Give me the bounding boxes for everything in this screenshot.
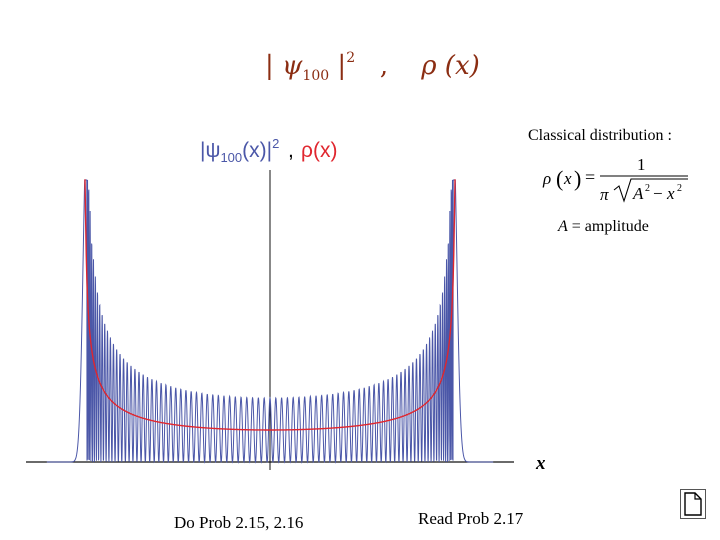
legend-psi-part: |ψ xyxy=(200,139,220,162)
amplitude-symbol: A xyxy=(558,218,568,235)
psi-squared-series xyxy=(46,179,494,464)
formula-equals: = xyxy=(585,167,595,187)
formula-minus: − xyxy=(653,184,663,203)
amplitude-note: A = amplitude xyxy=(558,218,649,236)
classical-rho-series xyxy=(84,179,456,431)
legend-psi-sup: 2 xyxy=(272,136,279,151)
title-psi-subscript: 100 xyxy=(302,68,330,84)
legend-psi-mid: (x)| xyxy=(242,139,272,162)
legend-psi: |ψ100(x)|2 xyxy=(200,136,279,165)
formula: ρ ( x ) = 1 π A 2 − x 2 xyxy=(542,155,688,204)
formula-x: x xyxy=(563,169,572,188)
document-icon[interactable] xyxy=(680,489,706,519)
title-bar-right: | xyxy=(337,51,347,81)
classical-distribution-label: Classical distribution : xyxy=(528,127,672,144)
reading-assignment: Read Prob 2.17 xyxy=(418,509,524,528)
amplitude-text: = amplitude xyxy=(567,218,649,235)
chart-legend: |ψ100(x)|2 , ρ(x) xyxy=(200,136,337,165)
document-icon-graphic xyxy=(680,489,706,519)
x-axis-label: x xyxy=(535,453,546,474)
formula-xvar: x xyxy=(666,184,675,203)
formula-paren-right: ) xyxy=(574,166,581,191)
title-bar-left: | xyxy=(265,51,274,81)
slide-title: | ψ100 |2 , ρ (x) xyxy=(265,50,480,84)
formula-radical xyxy=(613,178,688,203)
title-rho: ρ xyxy=(421,51,437,81)
homework-problems: Do Prob 2.15, 2.16 xyxy=(174,513,304,532)
legend-comma: , xyxy=(288,139,294,162)
title-psi: ψ xyxy=(282,51,303,81)
title-comma: , xyxy=(379,51,389,81)
formula-exp-2: 2 xyxy=(677,183,682,194)
formula-exp-1: 2 xyxy=(645,183,650,194)
formula-rho: ρ xyxy=(542,169,551,188)
formula-numerator: 1 xyxy=(637,155,646,174)
legend-psi-sub: 100 xyxy=(220,150,242,165)
title-arg: (x) xyxy=(444,51,480,81)
formula-paren-left: ( xyxy=(556,166,563,191)
title-superscript: 2 xyxy=(346,50,356,66)
formula-pi: π xyxy=(600,185,609,204)
formula-A: A xyxy=(632,184,644,203)
legend-rho: ρ(x) xyxy=(301,139,337,162)
